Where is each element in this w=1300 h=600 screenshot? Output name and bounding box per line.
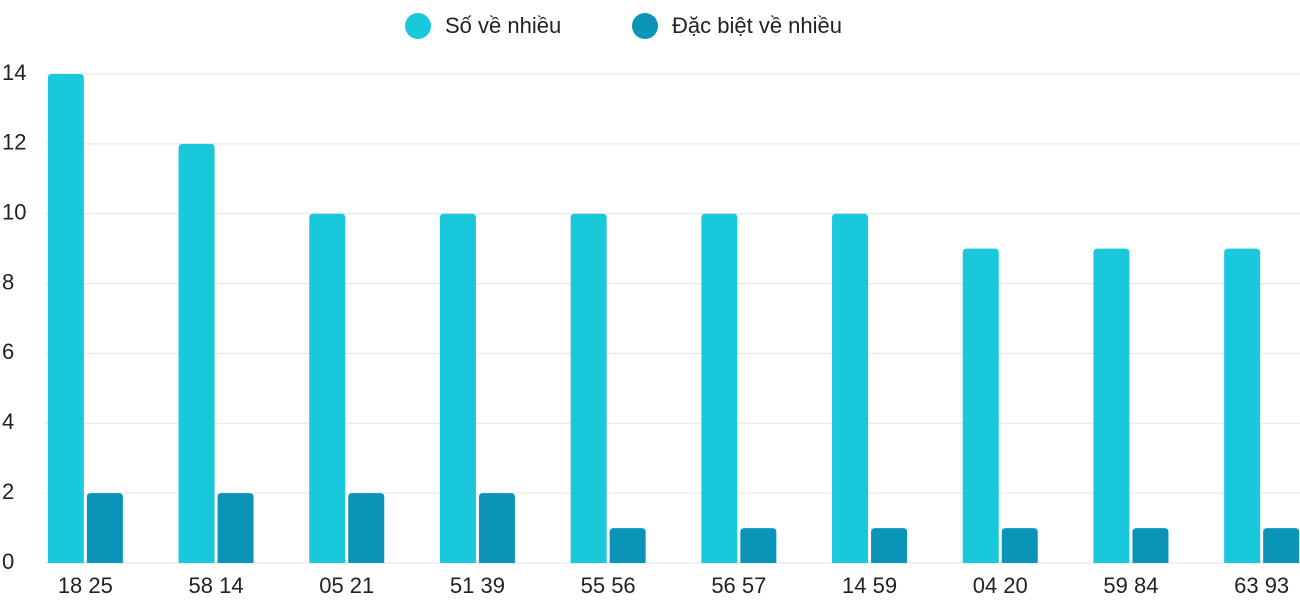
bar (962, 248, 999, 563)
bar (1263, 528, 1300, 563)
legend-marker (405, 13, 431, 39)
y-tick-label: 2 (2, 479, 14, 504)
bar (309, 213, 346, 563)
bar (740, 528, 777, 563)
x-tick-label: 63 93 (1234, 573, 1289, 598)
bar (86, 493, 123, 563)
y-tick-label: 14 (2, 60, 26, 85)
legend-label: Số về nhiều (445, 13, 561, 38)
x-tick-label: 05 21 (319, 573, 374, 598)
x-tick-label: 51 39 (450, 573, 505, 598)
x-tick-label: 04 20 (973, 573, 1028, 598)
bar (1132, 528, 1169, 563)
bar (1093, 248, 1130, 563)
bar (570, 213, 607, 563)
y-tick-label: 10 (2, 200, 26, 225)
x-tick-label: 14 59 (842, 573, 897, 598)
bar (217, 493, 254, 563)
bar (47, 74, 84, 563)
y-tick-label: 8 (2, 269, 14, 294)
y-tick-label: 12 (2, 130, 26, 155)
bar (478, 493, 515, 563)
bar (701, 213, 738, 563)
y-tick-label: 6 (2, 339, 14, 364)
x-tick-label: 56 57 (711, 573, 766, 598)
y-tick-label: 4 (2, 409, 14, 434)
x-tick-label: 58 14 (189, 573, 244, 598)
bar (1224, 248, 1261, 563)
legend-marker (632, 13, 658, 39)
x-tick-label: 59 84 (1103, 573, 1158, 598)
bar (178, 143, 215, 563)
x-tick-label: 18 25 (58, 573, 113, 598)
bar (439, 213, 476, 563)
x-tick-label: 55 56 (581, 573, 636, 598)
bar (348, 493, 385, 563)
legend-label: Đặc biệt về nhiều (672, 13, 842, 38)
y-tick-label: 0 (2, 549, 14, 574)
bar (832, 213, 869, 563)
bar (871, 528, 908, 563)
bar (609, 528, 646, 563)
bar (1001, 528, 1038, 563)
